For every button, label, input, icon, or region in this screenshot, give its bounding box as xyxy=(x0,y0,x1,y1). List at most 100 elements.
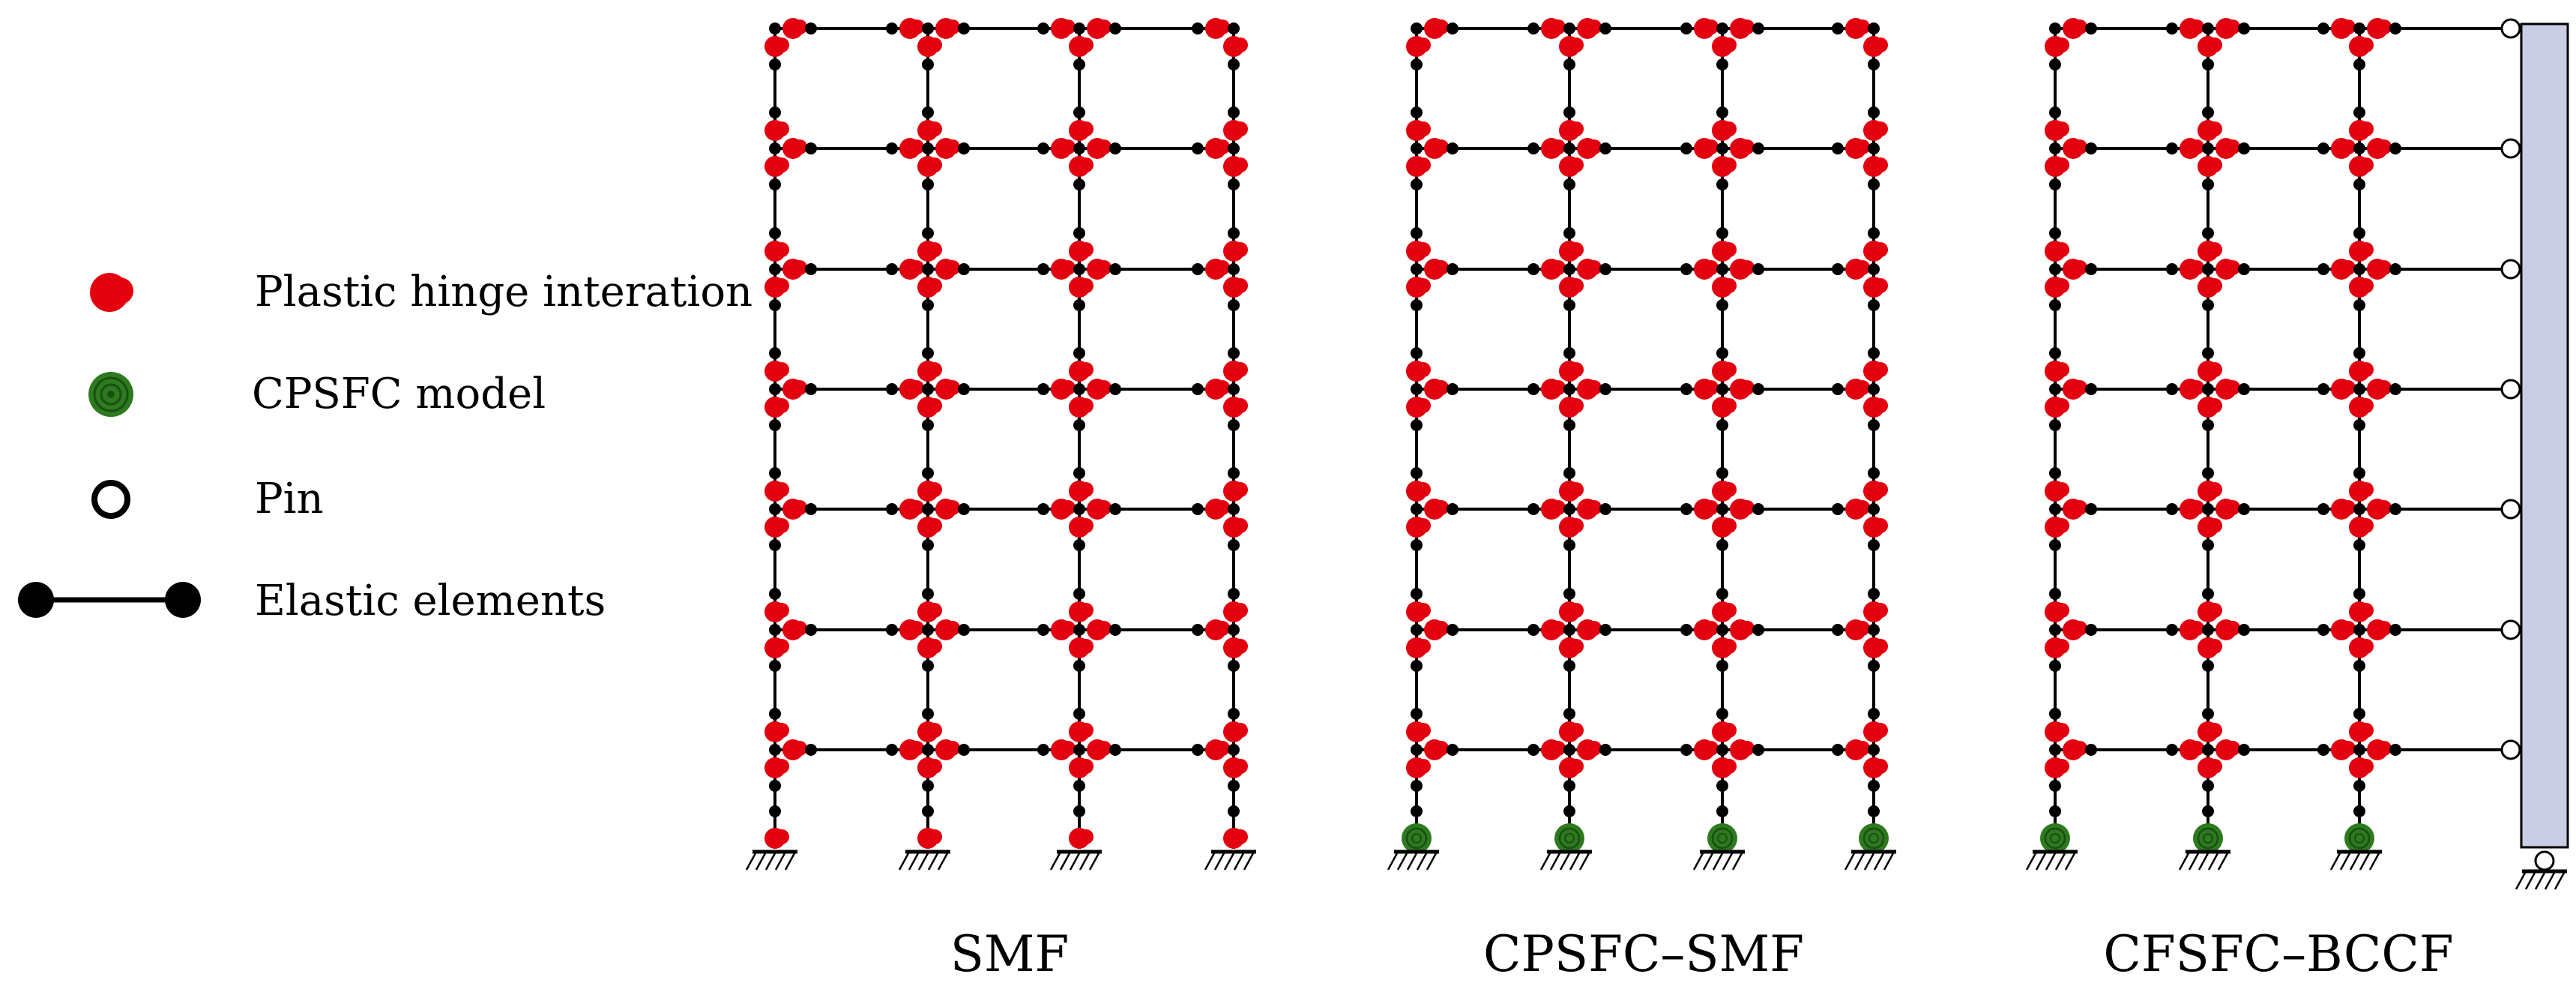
joint-node xyxy=(1228,624,1240,636)
elastic-node xyxy=(1411,588,1423,600)
plastic-hinge xyxy=(1223,36,1248,57)
plastic-hinge xyxy=(1730,499,1755,520)
plastic-hinge xyxy=(1069,481,1094,502)
plastic-hinge xyxy=(2331,379,2356,400)
plastic-hinge xyxy=(1223,397,1248,418)
plastic-hinge xyxy=(1730,259,1755,280)
joint-node xyxy=(1073,263,1085,275)
beam-column-joint xyxy=(1680,588,1764,672)
elastic-node xyxy=(1680,624,1692,636)
elastic-node xyxy=(2353,299,2365,311)
elastic-node xyxy=(1716,588,1728,600)
plastic-hinge xyxy=(1205,138,1230,159)
plastic-hinge xyxy=(1424,138,1449,159)
elastic-node xyxy=(1037,263,1049,275)
joint-node xyxy=(1716,142,1728,154)
plastic-hinge xyxy=(1051,739,1076,760)
beam-column-joint xyxy=(764,227,817,311)
fixed-support xyxy=(1387,850,1439,871)
beam-column-joint xyxy=(1192,467,1248,551)
plastic-hinge xyxy=(899,499,924,520)
elastic-node xyxy=(1868,467,1880,479)
elastic-node xyxy=(1563,227,1575,239)
plastic-hinge xyxy=(1559,601,1584,622)
pin-icon xyxy=(2500,259,2521,280)
elastic-node xyxy=(2049,178,2061,190)
elastic-node xyxy=(1563,588,1575,600)
joint-node xyxy=(1228,22,1240,34)
elastic-node xyxy=(1109,744,1121,756)
elastic-node xyxy=(1716,467,1728,479)
joint-node xyxy=(2353,383,2365,395)
elastic-node xyxy=(2202,227,2214,239)
elastic-node xyxy=(1752,744,1764,756)
plastic-hinge xyxy=(1541,259,1566,280)
elastic-node xyxy=(1447,503,1459,515)
plastic-hinge xyxy=(764,601,789,622)
plastic-hinge xyxy=(1424,379,1449,400)
elastic-node xyxy=(2202,708,2214,720)
elastic-node xyxy=(1832,744,1844,756)
elastic-node xyxy=(1228,227,1240,239)
plastic-hinge xyxy=(1541,739,1566,760)
elastic-node xyxy=(2202,347,2214,359)
pinned-support xyxy=(2515,869,2567,890)
elastic-node xyxy=(769,227,781,239)
elastic-node xyxy=(769,58,781,70)
elastic-node xyxy=(1716,299,1728,311)
plastic-hinge xyxy=(2198,637,2222,658)
joint-node xyxy=(1716,383,1728,395)
plastic-hinge xyxy=(2367,138,2392,159)
elastic-node xyxy=(1228,708,1240,720)
elastic-node xyxy=(1073,106,1085,118)
beam-column-joint xyxy=(1832,708,1888,792)
leaning-column-body xyxy=(2520,22,2569,849)
beam-column-joint xyxy=(1406,227,1459,311)
plastic-hinge xyxy=(1424,619,1449,640)
elastic-node xyxy=(1228,780,1240,792)
elastic-node xyxy=(1599,624,1611,636)
elastic-node xyxy=(2166,142,2178,154)
plastic-hinge xyxy=(1087,619,1111,640)
plastic-hinge xyxy=(764,156,789,177)
plastic-hinge xyxy=(2349,481,2374,502)
plastic-hinge xyxy=(1845,259,1870,280)
plastic-hinge xyxy=(1845,138,1870,159)
plastic-hinge-icon xyxy=(90,273,133,312)
plastic-hinge xyxy=(2349,277,2374,298)
beam-column-joint xyxy=(1037,227,1121,311)
elastic-node xyxy=(2317,383,2329,395)
joint-node xyxy=(769,22,781,34)
elastic-node xyxy=(1680,383,1692,395)
beam-column-joint xyxy=(886,106,970,190)
elastic-node xyxy=(1411,299,1423,311)
elastic-node xyxy=(2317,624,2329,636)
elastic-node xyxy=(958,624,970,636)
plastic-hinge xyxy=(764,277,789,298)
beam-column-joint xyxy=(764,347,817,431)
plastic-hinge xyxy=(764,241,789,262)
plastic-hinge xyxy=(917,241,942,262)
beam-column-joint xyxy=(2045,588,2097,672)
elastic-node xyxy=(1680,744,1692,756)
plastic-hinge xyxy=(2045,156,2069,177)
plastic-hinge xyxy=(764,517,789,538)
plastic-hinge xyxy=(2331,18,2356,39)
plastic-hinge xyxy=(1541,499,1566,520)
joint-node xyxy=(922,744,934,756)
joint-node xyxy=(1716,22,1728,34)
plastic-hinge xyxy=(1730,138,1755,159)
elastic-node xyxy=(1599,263,1611,275)
plastic-hinge xyxy=(1406,36,1431,57)
plastic-hinge xyxy=(1863,397,1888,418)
plastic-hinge xyxy=(1694,499,1719,520)
elastic-node xyxy=(1563,106,1575,118)
plastic-hinge xyxy=(1577,259,1602,280)
elastic-node xyxy=(1447,383,1459,395)
elastic-node xyxy=(886,503,898,515)
pin-icon xyxy=(91,480,130,519)
beam-column-joint xyxy=(1037,18,1121,70)
plastic-hinge xyxy=(2045,241,2069,262)
elastic-node xyxy=(1073,660,1085,672)
plastic-hinge xyxy=(1406,721,1431,742)
